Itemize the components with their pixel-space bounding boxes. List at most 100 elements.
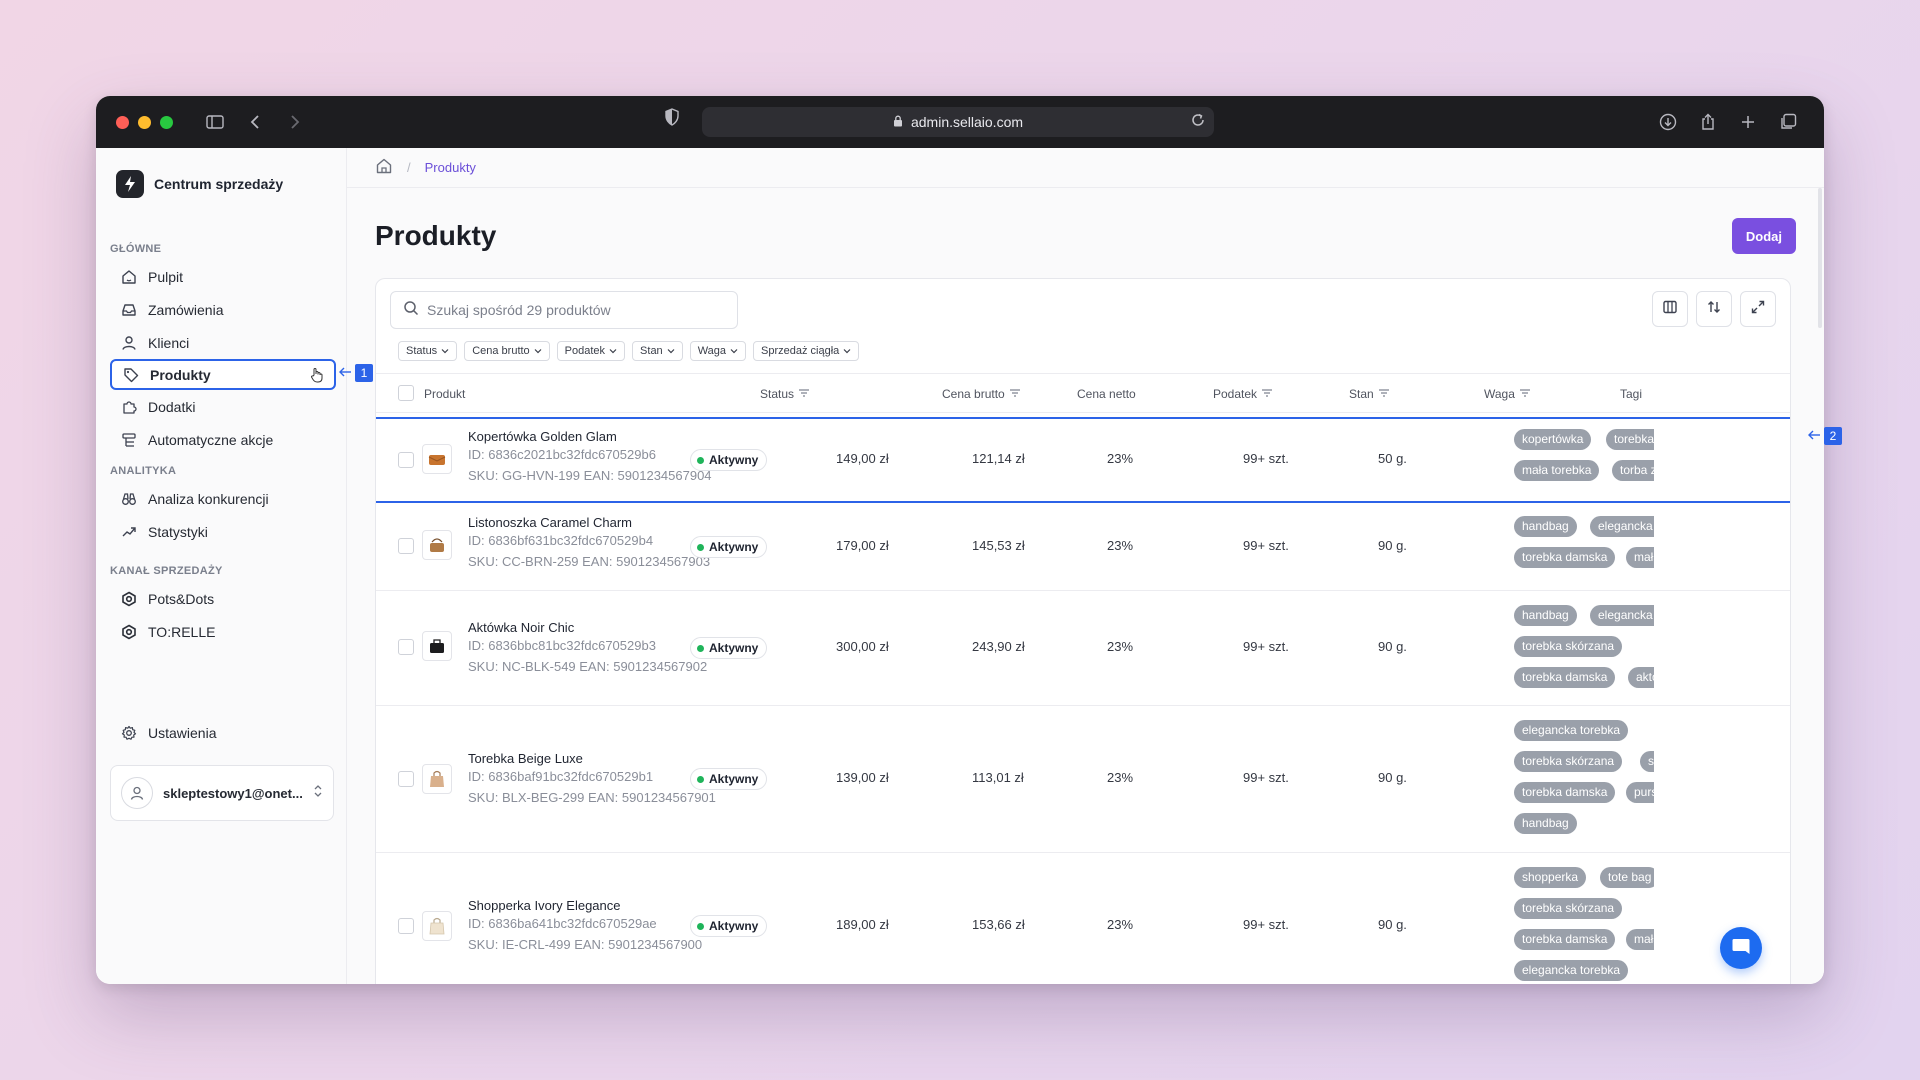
table-row[interactable]: Shopperka Ivory Elegance ID: 6836ba641bc… bbox=[376, 853, 1790, 984]
column-header-label: Cena netto bbox=[1077, 387, 1136, 401]
sidebar-item-statystyki[interactable]: Statystyki bbox=[110, 515, 336, 548]
tabs-overview-icon[interactable] bbox=[1774, 108, 1802, 136]
close-window-button[interactable] bbox=[116, 115, 129, 129]
expand-button[interactable] bbox=[1740, 291, 1776, 327]
reload-icon[interactable] bbox=[1190, 112, 1206, 131]
sort-button[interactable] bbox=[1696, 291, 1732, 327]
privacy-shield-icon[interactable] bbox=[664, 108, 680, 131]
maximize-window-button[interactable] bbox=[160, 115, 173, 129]
row-checkbox[interactable] bbox=[398, 918, 414, 934]
filter-label: Podatek bbox=[564, 345, 606, 357]
url-text: admin.sellaio.com bbox=[910, 114, 1024, 130]
select-all-checkbox[interactable] bbox=[398, 385, 414, 401]
breadcrumb: / Produkty bbox=[347, 148, 1824, 188]
product-name[interactable]: Listonoszka Caramel Charm bbox=[468, 515, 633, 530]
filter-label: Stan bbox=[640, 345, 663, 357]
row-checkbox[interactable] bbox=[398, 771, 414, 787]
columns-button[interactable] bbox=[1652, 291, 1688, 327]
sidebar-item-ustawienia[interactable]: Ustawienia bbox=[110, 716, 336, 749]
table-row[interactable]: Aktówka Noir Chic ID: 6836bbc81bc32fdc67… bbox=[376, 591, 1790, 706]
home-icon[interactable] bbox=[375, 157, 393, 178]
filter-stan[interactable]: Stan bbox=[632, 341, 683, 361]
new-tab-icon[interactable] bbox=[1734, 108, 1762, 136]
avatar bbox=[121, 777, 153, 809]
arrow-left-icon bbox=[338, 364, 352, 382]
tag-chip: torebka damska bbox=[1514, 547, 1616, 568]
chevron-down-icon bbox=[730, 345, 738, 357]
nav-section-main: GŁÓWNE Pulpit Zamówienia bbox=[110, 238, 336, 456]
inbox-icon bbox=[120, 301, 138, 319]
product-thumbnail bbox=[422, 444, 452, 474]
column-header-stock[interactable]: Stan bbox=[1349, 387, 1390, 401]
product-name[interactable]: Shopperka Ivory Elegance bbox=[468, 898, 621, 913]
filter-label: Status bbox=[406, 345, 438, 357]
column-header-net[interactable]: Cena netto bbox=[1077, 387, 1136, 401]
minimize-window-button[interactable] bbox=[138, 115, 151, 129]
row-checkbox[interactable] bbox=[398, 452, 414, 468]
table-row[interactable]: Listonoszka Caramel Charm ID: 6836bf631b… bbox=[376, 505, 1790, 591]
status-dot bbox=[697, 456, 704, 464]
column-header-status[interactable]: Status bbox=[760, 387, 810, 401]
forward-icon[interactable] bbox=[281, 108, 309, 136]
product-thumbnail bbox=[422, 631, 452, 661]
address-bar[interactable]: admin.sellaio.com bbox=[702, 107, 1214, 137]
status-label: Aktywny bbox=[709, 919, 759, 933]
filter-sprzedaz-ciagla[interactable]: Sprzedaż ciągła bbox=[753, 341, 860, 361]
search-input[interactable] bbox=[427, 302, 717, 318]
account-switcher[interactable]: skleptestowy1@onet... bbox=[110, 765, 334, 821]
filter-waga[interactable]: Waga bbox=[689, 341, 747, 361]
status-badge: Aktywny bbox=[690, 637, 768, 659]
column-header-label: Tagi bbox=[1620, 387, 1643, 401]
column-header-product[interactable]: Produkt bbox=[424, 387, 465, 401]
sidebar-item-automatyczne-akcje[interactable]: Automatyczne akcje bbox=[110, 423, 336, 456]
sidebar-item-analiza-konkurencji[interactable]: Analiza konkurencji bbox=[110, 482, 336, 515]
download-icon[interactable] bbox=[1654, 108, 1682, 136]
sidebar-item-label: Pots&Dots bbox=[148, 590, 215, 607]
sidebar-item-klienci[interactable]: Klienci bbox=[110, 326, 336, 359]
breadcrumb-current[interactable]: Produkty bbox=[424, 160, 476, 175]
browser-chrome: admin.sellaio.com bbox=[96, 96, 1824, 148]
filter-podatek[interactable]: Podatek bbox=[556, 341, 626, 361]
columns-icon bbox=[1662, 299, 1678, 320]
product-thumbnail bbox=[422, 530, 452, 560]
filter-status[interactable]: Status bbox=[398, 341, 458, 361]
search-icon bbox=[403, 300, 419, 321]
page-scrollbar[interactable] bbox=[1818, 188, 1822, 328]
sidebar-item-dodatki[interactable]: Dodatki bbox=[110, 390, 336, 423]
product-name[interactable]: Aktówka Noir Chic bbox=[468, 620, 575, 635]
row-checkbox[interactable] bbox=[398, 639, 414, 655]
row-checkbox[interactable] bbox=[398, 538, 414, 554]
sidebar-item-produkty[interactable]: Produkty bbox=[110, 359, 336, 390]
brand[interactable]: Centrum sprzedaży bbox=[116, 170, 283, 198]
bag-icon bbox=[429, 917, 445, 935]
table-row[interactable]: Kopertówka Golden Glam ID: 6836c2021bc32… bbox=[376, 417, 1790, 503]
filter-cena-brutto[interactable]: Cena brutto bbox=[464, 341, 550, 361]
column-header-tax[interactable]: Podatek bbox=[1213, 387, 1273, 401]
product-id: ID: 6836baf91bc32fdc670529b1 bbox=[468, 769, 654, 784]
sidebar-toggle-icon[interactable] bbox=[201, 108, 229, 136]
filter-lines-icon bbox=[1261, 387, 1273, 401]
back-icon[interactable] bbox=[241, 108, 269, 136]
sidebar-item-zamowienia[interactable]: Zamówienia bbox=[110, 293, 336, 326]
tag-chip: torebka skórzana bbox=[1514, 636, 1623, 657]
stock-level: 99+ szt. bbox=[1243, 917, 1289, 932]
binoculars-icon bbox=[120, 490, 138, 508]
product-name[interactable]: Torebka Beige Luxe bbox=[468, 751, 583, 766]
add-product-button[interactable]: Dodaj bbox=[1731, 218, 1796, 254]
table-row[interactable]: Torebka Beige Luxe ID: 6836baf91bc32fdc6… bbox=[376, 706, 1790, 853]
column-header-gross[interactable]: Cena brutto bbox=[942, 387, 1021, 401]
nav-section-analytics: ANALITYKA Analiza konkurencji Statystyki bbox=[110, 460, 336, 548]
tag-chip: torebka damska bbox=[1606, 429, 1654, 450]
share-icon[interactable] bbox=[1694, 108, 1722, 136]
column-header-weight[interactable]: Waga bbox=[1484, 387, 1531, 401]
sidebar-item-pots-dots[interactable]: Pots&Dots bbox=[110, 582, 336, 615]
product-id: ID: 6836bbc81bc32fdc670529b3 bbox=[468, 638, 656, 653]
sidebar-item-label: Ustawienia bbox=[148, 724, 217, 741]
product-name[interactable]: Kopertówka Golden Glam bbox=[468, 429, 617, 444]
chat-widget-button[interactable] bbox=[1720, 927, 1762, 969]
search-box[interactable] bbox=[390, 291, 738, 329]
sidebar-item-label: Pulpit bbox=[148, 268, 184, 285]
sidebar-item-pulpit[interactable]: Pulpit bbox=[110, 260, 336, 293]
sidebar-item-torelle[interactable]: TO:RELLE bbox=[110, 615, 336, 648]
tags-cell: handbag elegancka torebka torebka skórza… bbox=[1512, 591, 1654, 705]
